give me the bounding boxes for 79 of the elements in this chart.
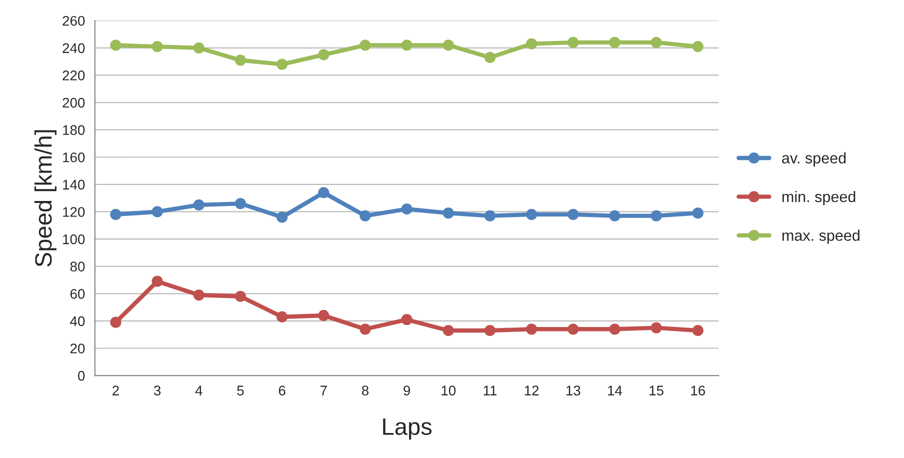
- point: [234, 54, 246, 66]
- y-tick-label: 260: [62, 16, 85, 26]
- y-tick-label: 220: [62, 70, 85, 80]
- point: [526, 208, 538, 220]
- point: [692, 208, 704, 219]
- legend-label: max. speed: [782, 230, 860, 244]
- point: [484, 52, 496, 64]
- x-tick-label: 16: [691, 386, 706, 396]
- x-tick-label: 13: [566, 386, 580, 396]
- point: [484, 210, 496, 222]
- legend-label: av. speed: [782, 152, 846, 167]
- point: [318, 310, 330, 322]
- point: [609, 210, 620, 222]
- point: [234, 198, 246, 210]
- x-tick-label: 5: [237, 386, 244, 396]
- x-tick-label: 12: [524, 386, 539, 396]
- point: [568, 208, 579, 220]
- x-tick-label: 4: [195, 386, 202, 396]
- point: [318, 49, 330, 60]
- y-tick-label: 180: [63, 125, 85, 135]
- x-axis-title: Laps: [383, 418, 432, 440]
- y-tick-label: 200: [62, 98, 85, 108]
- point: [692, 324, 704, 336]
- legend-label: min. speed: [782, 190, 856, 206]
- point: [110, 40, 122, 51]
- y-tick-label: 160: [63, 152, 85, 162]
- x-tick-label: 14: [608, 386, 622, 396]
- y-tick-label: 80: [70, 262, 85, 272]
- point: [526, 324, 538, 335]
- point: [692, 40, 704, 52]
- point: [110, 316, 122, 328]
- point: [442, 324, 454, 336]
- point: [526, 38, 538, 50]
- point: [193, 199, 204, 210]
- point: [609, 36, 620, 48]
- point: [568, 36, 579, 48]
- point: [276, 311, 288, 322]
- x-tick-label: 11: [484, 386, 497, 396]
- point: [276, 58, 288, 70]
- point: [484, 324, 496, 336]
- point: [318, 187, 330, 198]
- x-tick-label: 9: [404, 386, 410, 396]
- point: [360, 40, 371, 51]
- x-tick-label: 6: [278, 386, 286, 396]
- point: [650, 210, 662, 222]
- point: [234, 290, 246, 302]
- point: [360, 324, 371, 335]
- point: [650, 322, 662, 334]
- y-tick-label: 120: [63, 207, 85, 217]
- point: [401, 203, 412, 215]
- point: [193, 42, 204, 54]
- point: [401, 40, 412, 51]
- point: [401, 314, 412, 326]
- point: [152, 276, 163, 287]
- point: [152, 40, 163, 52]
- x-tick-label: 2: [112, 386, 119, 396]
- point: [360, 210, 371, 222]
- y-tick-label: 140: [63, 180, 85, 190]
- point: [442, 40, 454, 51]
- point: [152, 206, 163, 218]
- point: [442, 208, 454, 219]
- point: [650, 36, 662, 48]
- y-tick-label: 0: [78, 370, 85, 381]
- point: [609, 324, 620, 335]
- y-tick-label: 40: [70, 316, 85, 326]
- y-tick-label: 20: [70, 344, 85, 354]
- y-tick-label: 240: [62, 43, 85, 54]
- point: [568, 324, 579, 335]
- point: [110, 208, 122, 220]
- x-tick-label: 3: [154, 386, 161, 396]
- y-tick-label: 60: [70, 288, 85, 299]
- y-tick-label: 100: [63, 234, 85, 244]
- point: [276, 212, 288, 223]
- x-tick-label: 8: [362, 386, 368, 396]
- x-tick-label: 10: [442, 386, 456, 396]
- x-tick-label: 15: [650, 386, 664, 396]
- y-axis-title: Speed [km/h]: [34, 130, 56, 267]
- x-tick-label: 7: [320, 386, 327, 396]
- point: [193, 289, 204, 301]
